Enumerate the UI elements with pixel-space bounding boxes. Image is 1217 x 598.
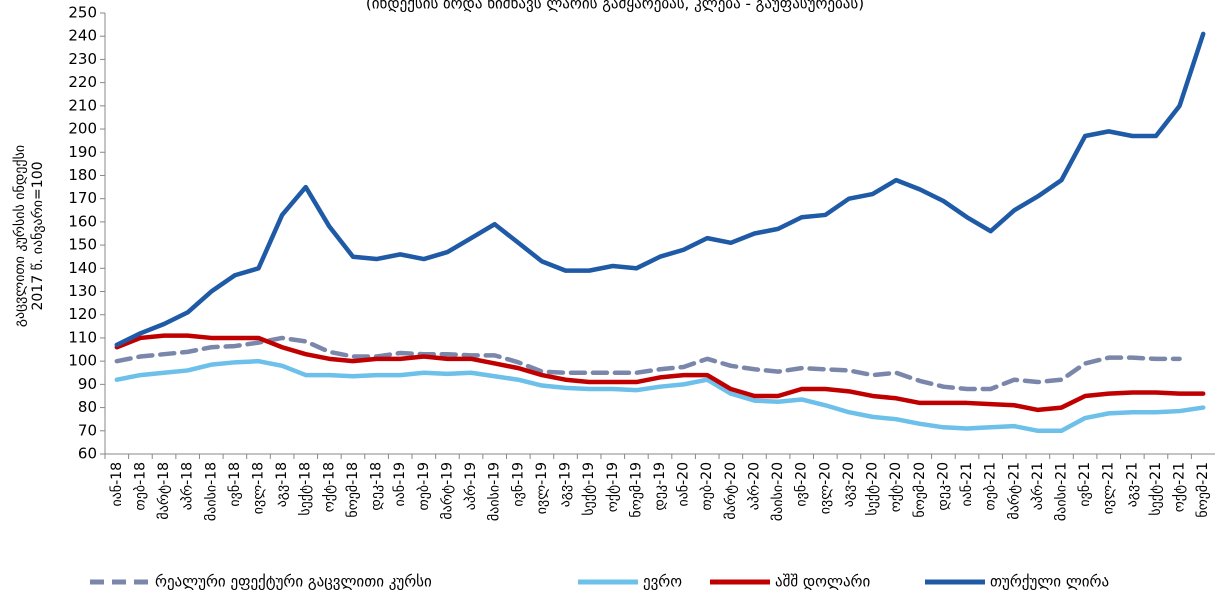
y-tick-label: 230 bbox=[68, 50, 97, 68]
x-tick-label: იან-18 bbox=[109, 462, 125, 507]
x-tick-label: მაისი-18 bbox=[203, 462, 219, 521]
x-tick-label: ოქტ-20 bbox=[888, 462, 904, 512]
y-tick-label: 140 bbox=[68, 259, 97, 277]
x-tick-label: მარტ-21 bbox=[1005, 462, 1022, 520]
x-tick-label: მარტ-18 bbox=[155, 462, 172, 520]
x-tick-label: ნოემ-19 bbox=[628, 462, 644, 518]
x-tick-label: ოქტ-19 bbox=[605, 462, 621, 512]
x-tick-label: დეკ-19 bbox=[652, 462, 668, 511]
x-tick-label: ოქტ-21 bbox=[1172, 462, 1188, 512]
x-tick-label: იან-19 bbox=[392, 462, 408, 507]
x-tick-label: ივლ-21 bbox=[1101, 462, 1117, 514]
series-line bbox=[114, 31, 1206, 348]
y-tick-label: 60 bbox=[78, 445, 97, 463]
series-line bbox=[114, 333, 1206, 413]
x-tick-label: აპრ-18 bbox=[179, 462, 196, 510]
chart-subtitle: (ინდექსის ზრდა ნიშნავს ლარის გამყარებას,… bbox=[366, 0, 864, 13]
x-tick-label: დეკ-18 bbox=[369, 462, 385, 511]
x-tick-label: ნოემ-20 bbox=[912, 462, 928, 518]
series-line bbox=[114, 335, 1182, 392]
x-tick-label: ივლ-19 bbox=[534, 462, 550, 514]
x-tick-label: ივნ-20 bbox=[794, 462, 810, 507]
y-tick-label: 90 bbox=[78, 375, 97, 393]
x-tick-label: თებ-18 bbox=[132, 462, 148, 510]
x-tick-label: მარტ-20 bbox=[722, 462, 739, 520]
x-tick-label: მაისი-20 bbox=[770, 462, 786, 521]
x-tick-label: იან-20 bbox=[676, 462, 692, 507]
x-tick-label: სექტ-18 bbox=[298, 462, 314, 516]
y-axis-label: გაცვლითი კურსის ინდექსი bbox=[11, 145, 28, 327]
x-tick-label: ივნ-18 bbox=[227, 462, 243, 507]
x-tick-label: ივლ-20 bbox=[817, 462, 833, 514]
x-tick-label: ივნ-19 bbox=[510, 462, 526, 507]
x-tick-label: ივნ-21 bbox=[1077, 462, 1093, 507]
y-tick-label: 170 bbox=[68, 189, 97, 207]
x-tick-label: აგვ-20 bbox=[841, 462, 857, 507]
y-tick-label: 120 bbox=[68, 305, 97, 323]
series-line bbox=[114, 358, 1206, 434]
legend-label: თურქული ლირა bbox=[990, 573, 1109, 591]
x-tick-label: მაისი-19 bbox=[487, 462, 503, 521]
x-tick-label: აპრ-21 bbox=[1029, 462, 1046, 510]
x-tick-label: სექტ-20 bbox=[865, 462, 881, 516]
x-tick-label: იან-21 bbox=[959, 462, 975, 507]
x-tick-label: სექტ-21 bbox=[1148, 462, 1164, 516]
x-tick-label: ნოემ-18 bbox=[345, 462, 361, 518]
y-tick-label: 250 bbox=[68, 4, 97, 22]
legend-label: აშშ დოლარი bbox=[775, 573, 870, 591]
y-tick-label: 180 bbox=[68, 166, 97, 184]
x-tick-label: აგვ-18 bbox=[274, 462, 290, 507]
x-tick-label: მარტ-19 bbox=[438, 462, 455, 520]
x-tick-label: ოქტ-18 bbox=[321, 462, 337, 512]
y-tick-label: 70 bbox=[78, 421, 97, 439]
y-tick-label: 160 bbox=[68, 212, 97, 230]
y-axis-label: 2017 წ. იანვარი=100 bbox=[29, 161, 46, 310]
y-tick-label: 150 bbox=[68, 236, 97, 254]
x-tick-label: თებ-19 bbox=[416, 462, 432, 510]
x-tick-label: აპრ-19 bbox=[462, 462, 479, 510]
y-tick-label: 220 bbox=[68, 73, 97, 91]
y-tick-label: 200 bbox=[68, 120, 97, 138]
y-tick-label: 80 bbox=[78, 398, 97, 416]
y-tick-label: 110 bbox=[68, 328, 97, 346]
y-tick-label: 190 bbox=[68, 143, 97, 161]
x-tick-label: მაისი-21 bbox=[1053, 462, 1069, 521]
x-tick-label: თებ-20 bbox=[699, 462, 715, 510]
legend-label: რეალური ეფექტური გაცვლითი კურსი bbox=[155, 573, 432, 591]
x-tick-label: დეკ-20 bbox=[935, 462, 951, 511]
y-tick-label: 130 bbox=[68, 282, 97, 300]
y-tick-label: 210 bbox=[68, 96, 97, 114]
legend-label: ევრო bbox=[643, 573, 682, 591]
x-tick-label: აპრ-20 bbox=[745, 462, 762, 510]
x-tick-label: აგვ-19 bbox=[558, 462, 574, 507]
x-tick-label: თებ-21 bbox=[983, 462, 999, 510]
x-tick-label: ივლ-18 bbox=[251, 462, 267, 514]
y-tick-label: 240 bbox=[68, 27, 97, 45]
x-tick-label: ნოემ-21 bbox=[1195, 462, 1211, 518]
x-tick-label: სექტ-19 bbox=[581, 462, 597, 516]
x-tick-label: აგვ-21 bbox=[1124, 462, 1140, 507]
y-tick-label: 100 bbox=[68, 352, 97, 370]
